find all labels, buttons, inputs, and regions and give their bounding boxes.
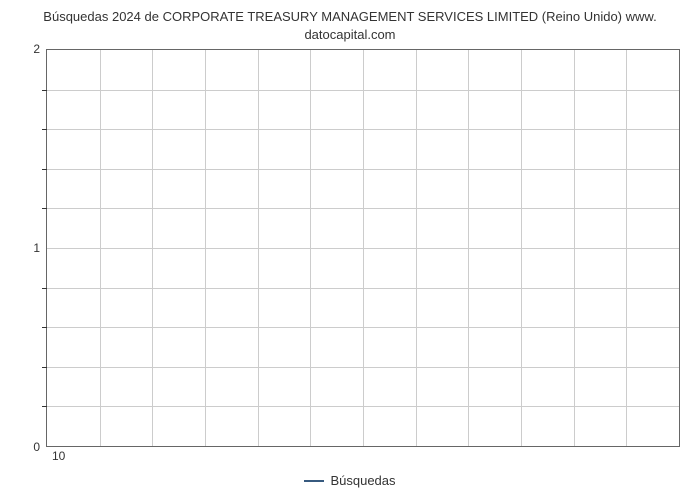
gridline-v — [626, 50, 627, 446]
gridline-v — [205, 50, 206, 446]
title-line-2: datocapital.com — [304, 27, 395, 42]
y-minor-tick — [42, 129, 47, 130]
chart-area: 012 — [20, 49, 680, 447]
y-tick-label: 0 — [33, 440, 40, 454]
y-tick-label: 2 — [33, 42, 40, 56]
gridline-v — [468, 50, 469, 446]
y-minor-tick — [42, 90, 47, 91]
title-line-1: Búsquedas 2024 de CORPORATE TREASURY MAN… — [43, 9, 656, 24]
y-minor-tick — [42, 327, 47, 328]
y-minor-tick — [42, 169, 47, 170]
x-tick-label: 10 — [52, 449, 65, 463]
y-minor-tick — [42, 208, 47, 209]
legend: Búsquedas — [304, 473, 395, 488]
gridline-v — [100, 50, 101, 446]
gridline-v — [521, 50, 522, 446]
plot-area — [46, 49, 680, 447]
gridline-v — [416, 50, 417, 446]
y-minor-tick — [42, 367, 47, 368]
gridline-v — [310, 50, 311, 446]
gridline-v — [574, 50, 575, 446]
y-minor-tick — [42, 406, 47, 407]
gridline-v — [363, 50, 364, 446]
x-axis: 10 — [46, 447, 680, 465]
y-minor-tick — [42, 288, 47, 289]
legend-label: Búsquedas — [330, 473, 395, 488]
y-tick-label: 1 — [33, 241, 40, 255]
y-axis: 012 — [20, 49, 46, 447]
chart-title: Búsquedas 2024 de CORPORATE TREASURY MAN… — [43, 8, 656, 43]
gridline-v — [152, 50, 153, 446]
legend-swatch — [304, 480, 324, 482]
gridline-v — [258, 50, 259, 446]
